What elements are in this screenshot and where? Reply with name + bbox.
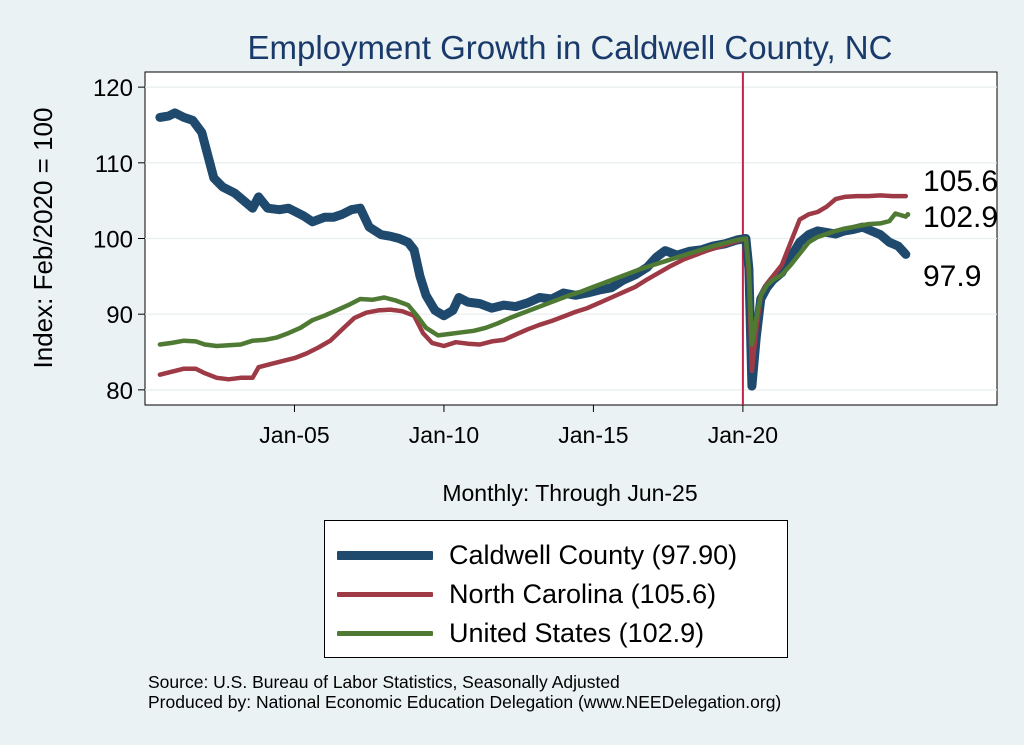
chart-title: Employment Growth in Caldwell County, NC	[248, 29, 893, 66]
x-tick-label: Jan-05	[259, 422, 329, 448]
axes: 80 90 100 110 120 Jan-05 Jan-10 Jan-15 Jan-20	[93, 75, 778, 448]
series-line-0	[155, 108, 911, 391]
series-lines	[155, 108, 911, 391]
legend-swatch-north-carolina	[337, 591, 433, 597]
legend-swatch-united-states	[337, 630, 433, 636]
source-line-1: Source: U.S. Bureau of Labor Statistics,…	[148, 672, 620, 692]
legend-item-united-states: United States (102.9)	[337, 615, 704, 651]
legend-swatch-caldwell	[337, 550, 433, 560]
x-axis-label: Monthly: Through Jun-25	[442, 480, 697, 506]
series-line-1	[157, 193, 909, 382]
legend: Caldwell County (97.90) North Carolina (…	[324, 520, 788, 658]
source-note: Source: U.S. Bureau of Labor Statistics,…	[148, 672, 781, 712]
series-line-2	[157, 211, 909, 349]
end-label-1: 105.6	[923, 165, 998, 198]
y-axis-label: Index: Feb/2020 = 100	[28, 108, 58, 369]
y-tick-label: 80	[106, 378, 133, 405]
x-tick-label: Jan-15	[558, 422, 628, 448]
legend-item-caldwell: Caldwell County (97.90)	[337, 537, 737, 573]
source-line-2: Produced by: National Economic Education…	[148, 692, 782, 712]
legend-label-united-states: United States (102.9)	[449, 617, 705, 648]
x-tick-label: Jan-10	[409, 422, 479, 448]
legend-item-north-carolina: North Carolina (105.6)	[337, 576, 716, 612]
y-tick-label: 120	[93, 75, 133, 102]
legend-label-north-carolina: North Carolina (105.6)	[449, 578, 717, 609]
y-tick-label: 90	[106, 302, 133, 329]
legend-label-caldwell: Caldwell County (97.90)	[449, 539, 738, 570]
y-tick-label: 100	[93, 227, 133, 254]
end-marker-us	[905, 212, 911, 218]
y-tick-label: 110	[95, 151, 133, 178]
end-label-0: 97.9	[923, 260, 981, 293]
end-label-2: 102.9	[923, 201, 998, 234]
x-tick-label: Jan-20	[708, 422, 778, 448]
